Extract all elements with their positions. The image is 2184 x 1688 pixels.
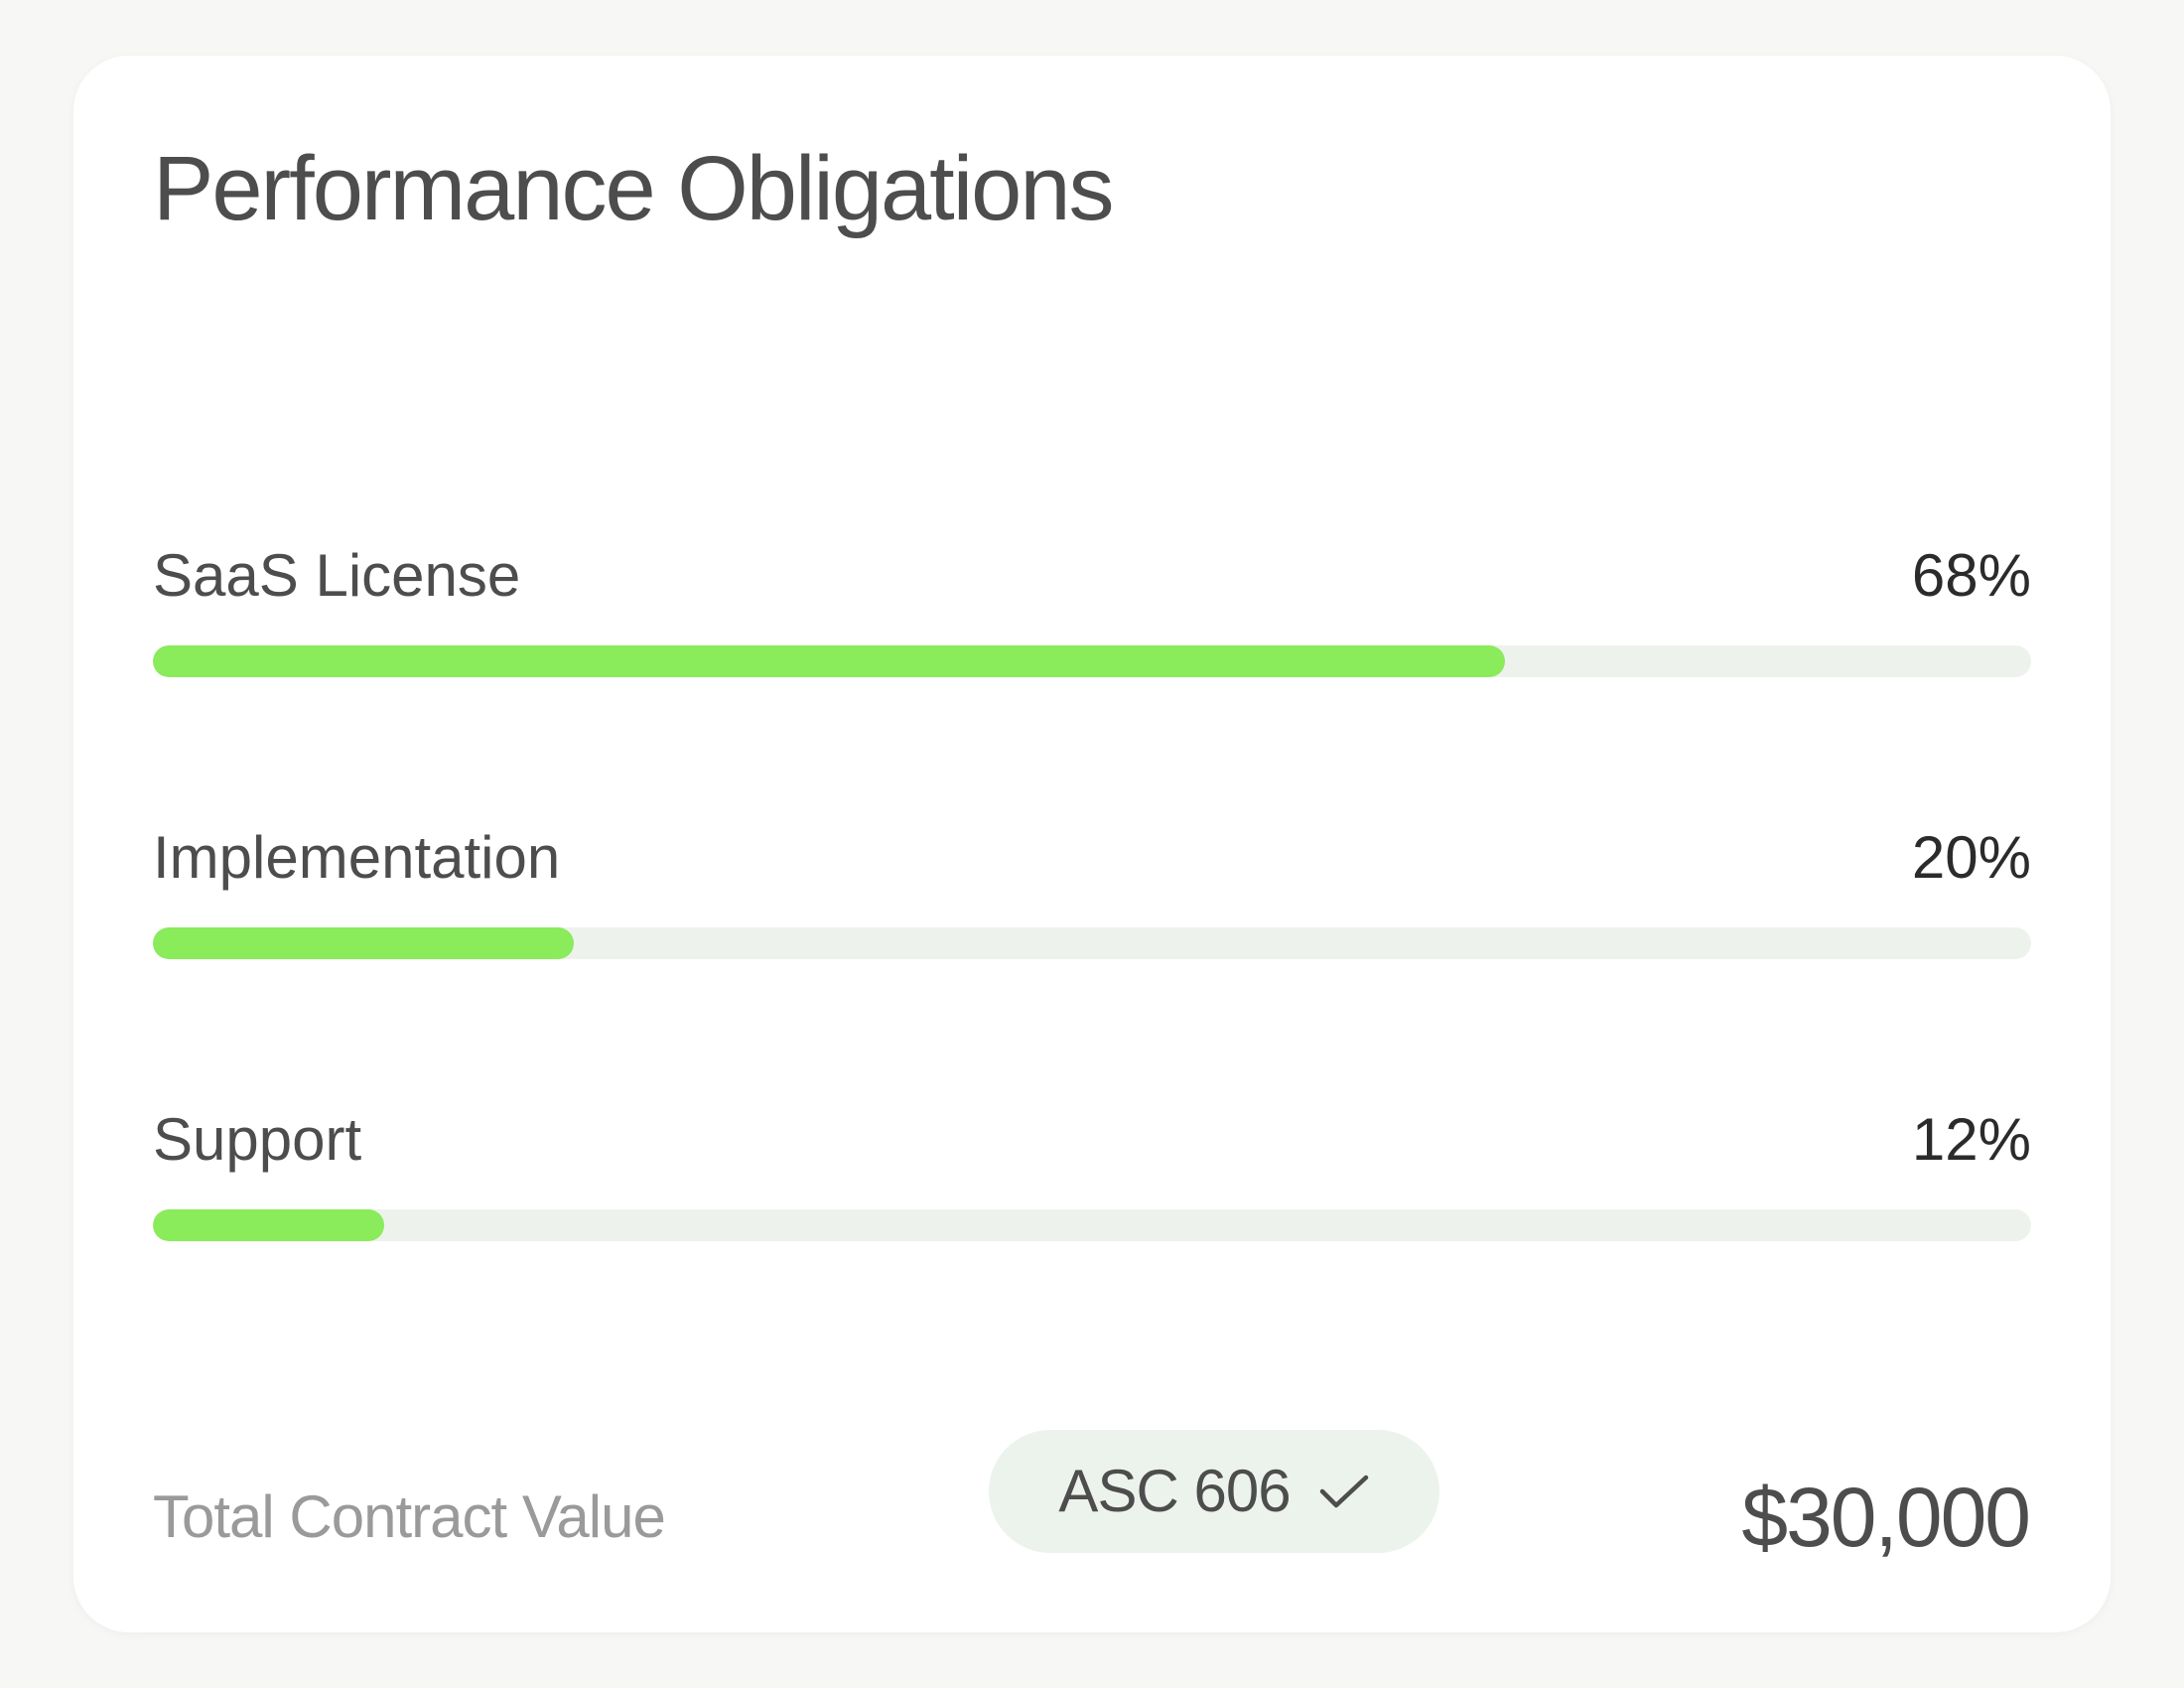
total-contract-value-label: Total Contract Value (153, 1483, 666, 1550)
obligation-saas-license: SaaS License 68% (153, 546, 2031, 685)
obligation-percent: 68% (1911, 542, 2031, 609)
obligation-label: SaaS License (153, 542, 521, 609)
progress-fill (153, 645, 1506, 677)
card-title: Performance Obligations (153, 138, 1114, 239)
asc-606-badge: ASC 606 (989, 1430, 1439, 1553)
badge-label: ASC 606 (1058, 1458, 1291, 1524)
obligation-percent: 12% (1911, 1106, 2031, 1173)
progress-track (153, 1209, 2031, 1241)
obligation-label: Support (153, 1106, 362, 1173)
obligation-support: Support 12% (153, 1110, 2031, 1249)
progress-track (153, 927, 2031, 959)
obligation-percent: 20% (1911, 824, 2031, 891)
check-icon (1319, 1475, 1368, 1508)
progress-track (153, 645, 2031, 677)
obligation-implementation: Implementation 20% (153, 828, 2031, 967)
total-contract-value: $30,000 (1741, 1471, 2031, 1564)
performance-obligations-card: Performance Obligations SaaS License 68%… (73, 56, 2111, 1632)
progress-fill (153, 1209, 384, 1241)
obligation-label: Implementation (153, 824, 561, 891)
progress-fill (153, 927, 574, 959)
